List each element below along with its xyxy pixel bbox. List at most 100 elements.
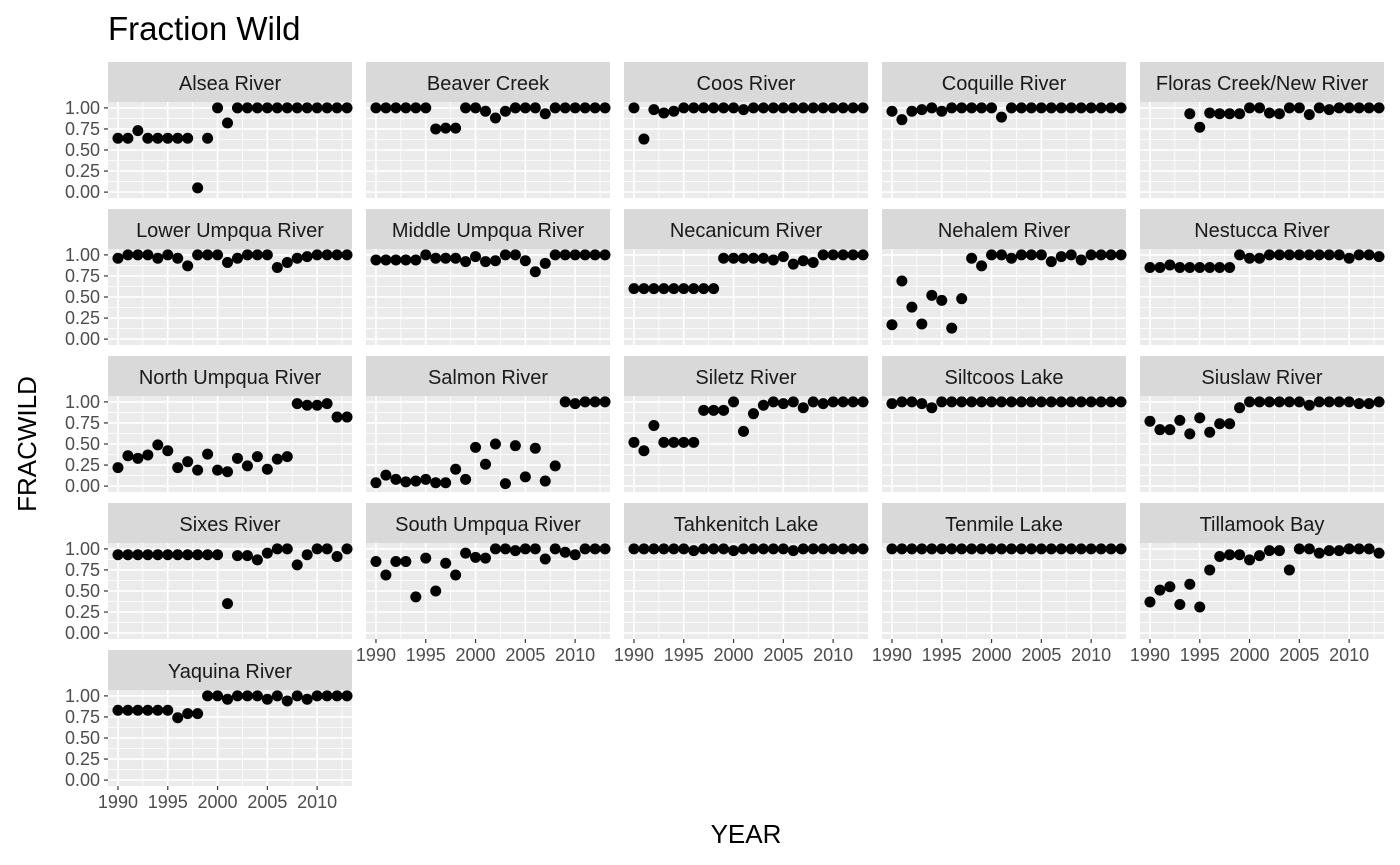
facet-strip-label: Sixes River (179, 514, 280, 536)
data-point (539, 257, 551, 269)
data-point (1353, 102, 1365, 114)
data-point (1303, 109, 1315, 121)
data-point (886, 319, 898, 331)
data-point (1224, 108, 1236, 120)
data-point (926, 102, 938, 114)
data-point (1214, 550, 1226, 562)
data-point (251, 690, 263, 702)
data-point (747, 252, 759, 264)
data-point (1333, 249, 1345, 261)
data-point (837, 543, 849, 555)
y-tick-label: 0.75 (65, 560, 100, 580)
x-tick-label: 1990 (614, 645, 654, 665)
data-point (976, 102, 988, 114)
data-point (886, 543, 898, 555)
data-point (1204, 262, 1216, 274)
data-point (400, 254, 412, 266)
facet-panel: Sixes River 0.000.250.500.751.00 (65, 503, 353, 643)
data-point (1085, 249, 1097, 261)
data-point (380, 102, 392, 114)
data-point (777, 543, 789, 555)
data-point (599, 396, 611, 408)
y-tick-label: 0.00 (65, 770, 100, 790)
data-point (549, 543, 561, 555)
data-point (1224, 262, 1236, 274)
data-point (1115, 396, 1127, 408)
data-point (212, 102, 224, 114)
chart-title: Fraction Wild (108, 10, 301, 47)
x-tick-label: 2000 (714, 645, 754, 665)
data-point (251, 451, 263, 463)
data-point (450, 569, 462, 581)
data-point (1105, 102, 1117, 114)
data-point (1015, 543, 1027, 555)
data-point (1075, 102, 1087, 114)
data-point (847, 249, 859, 261)
data-point (172, 132, 184, 144)
facet-panel: Nestucca River (1140, 209, 1385, 345)
facet-panel: Nehalem River (882, 209, 1127, 345)
data-point (1115, 102, 1127, 114)
facet-strip (624, 503, 868, 543)
data-point (757, 252, 769, 264)
data-point (341, 102, 353, 114)
data-point (668, 105, 680, 117)
y-tick-label: 0.75 (65, 266, 100, 286)
data-point (440, 252, 452, 264)
data-point (460, 256, 472, 268)
data-point (172, 549, 184, 561)
data-point (192, 464, 204, 476)
data-point (906, 301, 918, 313)
data-point (480, 552, 492, 564)
data-point (390, 473, 402, 485)
data-point (946, 322, 958, 334)
data-point (450, 122, 462, 134)
data-point (539, 553, 551, 565)
data-point (1105, 543, 1117, 555)
data-point (628, 102, 640, 114)
y-tick-label: 0.00 (65, 182, 100, 202)
data-point (112, 252, 124, 264)
data-point (1273, 545, 1285, 557)
data-point (1293, 543, 1305, 555)
data-point (857, 102, 869, 114)
facet-strip-label: Siuslaw River (1201, 367, 1322, 389)
data-point (1293, 102, 1305, 114)
data-point (1273, 396, 1285, 408)
y-tick-label: 0.50 (65, 287, 100, 307)
data-point (241, 249, 253, 261)
data-point (807, 543, 819, 555)
data-point (916, 318, 928, 330)
data-point (787, 102, 799, 114)
data-point (1204, 564, 1216, 576)
data-point (638, 543, 650, 555)
x-tick-label: 2010 (1071, 645, 1111, 665)
x-tick-label: 2010 (813, 645, 853, 665)
y-tick-label: 0.50 (65, 434, 100, 454)
x-tick-label: 2005 (1279, 645, 1319, 665)
data-point (1244, 102, 1256, 114)
data-point (1035, 396, 1047, 408)
data-point (1254, 396, 1266, 408)
data-point (212, 690, 224, 702)
data-point (192, 249, 204, 261)
data-point (311, 102, 323, 114)
data-point (231, 690, 243, 702)
data-point (1115, 543, 1127, 555)
data-point (599, 102, 611, 114)
data-point (112, 132, 124, 144)
data-point (400, 476, 412, 488)
facet-strip-label: Siltcoos Lake (945, 367, 1064, 389)
data-point (162, 249, 174, 261)
facet-strip (882, 503, 1126, 543)
data-point (698, 543, 710, 555)
facet-strip (366, 62, 610, 102)
data-point (777, 251, 789, 263)
data-point (341, 249, 353, 261)
facet-panel: Tahkenitch Lake 1990 1995 2000 2005 2010 (614, 503, 869, 665)
data-point (529, 442, 541, 454)
data-point (410, 475, 422, 487)
data-point (589, 102, 601, 114)
data-point (390, 102, 402, 114)
data-point (986, 543, 998, 555)
